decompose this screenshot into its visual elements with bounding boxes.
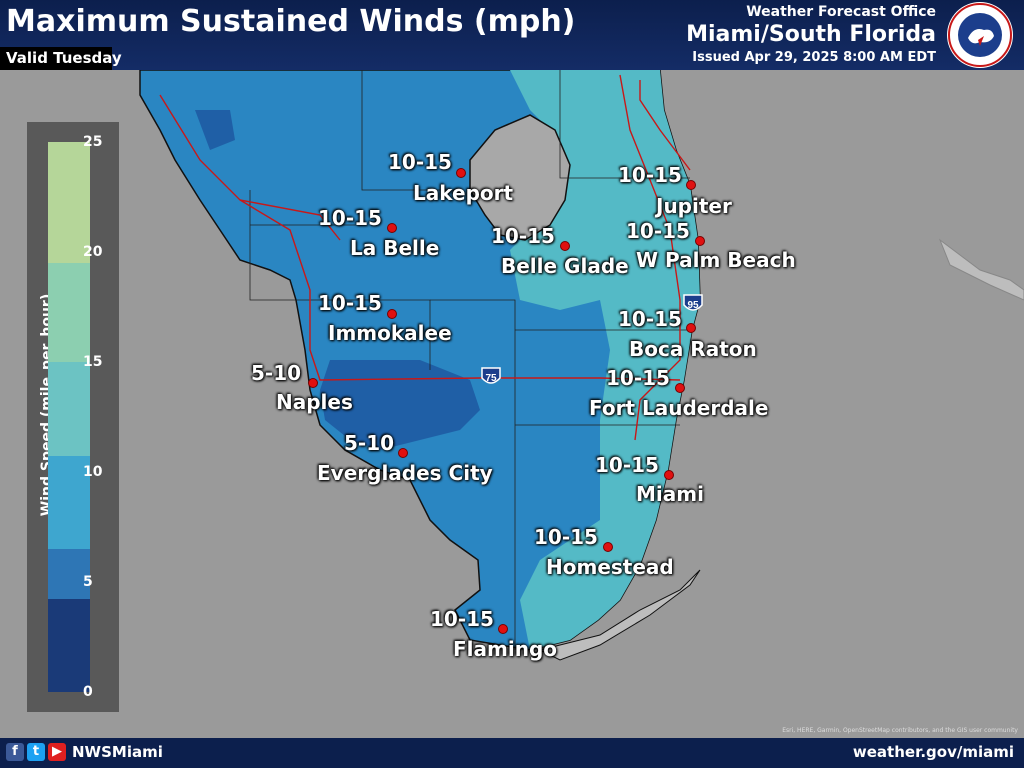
issued-time: Issued Apr 29, 2025 8:00 AM EDT	[692, 50, 936, 65]
city-marker	[387, 309, 397, 319]
city-name: Flamingo	[453, 637, 558, 661]
office-label: Weather Forecast Office	[746, 4, 936, 20]
facebook-icon[interactable]: f	[6, 743, 24, 761]
city-marker	[398, 448, 408, 458]
city-range: 10-15	[534, 525, 598, 549]
legend-tick: 25	[83, 134, 103, 150]
legend-tick: 20	[83, 244, 103, 260]
city-range: 10-15	[388, 150, 452, 174]
city-name: Immokalee	[328, 321, 452, 345]
city-name: Fort Lauderdale	[589, 396, 769, 420]
east-coast-winds	[510, 70, 700, 650]
twitter-icon[interactable]: t	[27, 743, 45, 761]
city-range: 5-10	[251, 361, 302, 385]
city-marker	[498, 624, 508, 634]
city-name: Everglades City	[317, 461, 493, 485]
city-marker	[560, 241, 570, 251]
west-coast-winds	[320, 360, 480, 450]
city-range: 10-15	[618, 163, 682, 187]
legend-tick: 0	[83, 684, 93, 700]
city-marker	[603, 542, 613, 552]
legend-color-bar	[48, 142, 90, 692]
svg-text:95: 95	[687, 300, 699, 311]
city-name: Belle Glade	[501, 254, 629, 278]
city-marker	[664, 470, 674, 480]
city-range: 10-15	[626, 219, 690, 243]
lake-okeechobee	[469, 114, 571, 241]
interstate-95-shield: 95	[683, 294, 703, 311]
city-marker	[686, 323, 696, 333]
city-range: 10-15	[595, 453, 659, 477]
wind-map	[0, 70, 1024, 738]
city-range: 10-15	[318, 291, 382, 315]
city-marker	[695, 236, 705, 246]
map-attribution: Esri, HERE, Garmin, OpenStreetMap contri…	[782, 727, 1018, 734]
legend-tick: 15	[83, 354, 103, 370]
svg-text:75: 75	[485, 373, 497, 384]
city-name: Miami	[636, 482, 704, 506]
youtube-icon[interactable]: ▶	[48, 743, 66, 761]
city-name: Jupiter	[656, 194, 732, 218]
legend-tick: 5	[83, 574, 93, 590]
header: Maximum Sustained Winds (mph) Valid Tues…	[0, 0, 1024, 70]
city-name: Homestead	[546, 555, 674, 579]
website-link[interactable]: weather.gov/miami	[852, 743, 1014, 761]
city-name: Naples	[276, 390, 353, 414]
city-range: 5-10	[344, 431, 395, 455]
office-name: Miami/South Florida	[686, 22, 936, 47]
city-range: 10-15	[491, 224, 555, 248]
city-name: La Belle	[350, 236, 440, 260]
city-name: Lakeport	[413, 181, 514, 205]
social-links: f t ▶	[6, 743, 66, 761]
city-marker	[675, 383, 685, 393]
city-marker	[456, 168, 466, 178]
city-marker	[686, 180, 696, 190]
city-range: 10-15	[606, 366, 670, 390]
city-name: Boca Raton	[629, 337, 757, 361]
social-handle[interactable]: NWSMiami	[72, 743, 163, 761]
legend-tick: 10	[83, 464, 103, 480]
nws-logo-icon	[947, 2, 1013, 68]
city-range: 10-15	[618, 307, 682, 331]
interstate-75-shield: 75	[481, 367, 501, 384]
city-range: 10-15	[430, 607, 494, 631]
city-name: W Palm Beach	[636, 248, 796, 272]
city-range: 10-15	[318, 206, 382, 230]
city-marker	[308, 378, 318, 388]
footer: f t ▶ NWSMiami weather.gov/miami	[0, 738, 1024, 768]
page-title: Maximum Sustained Winds (mph)	[6, 4, 576, 39]
valid-time: Valid Tuesday	[6, 49, 122, 67]
city-marker	[387, 223, 397, 233]
legend: Wind Speed (mile_per_hour) 25 20 15 10 5…	[27, 122, 119, 712]
